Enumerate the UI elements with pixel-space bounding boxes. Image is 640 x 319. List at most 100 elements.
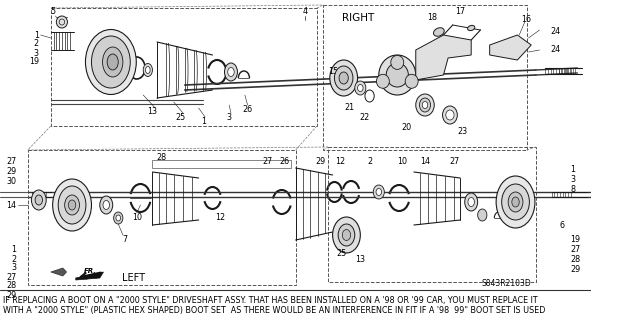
Ellipse shape <box>468 197 474 206</box>
Circle shape <box>56 16 67 28</box>
Ellipse shape <box>333 217 360 253</box>
Text: FR.: FR. <box>84 268 97 274</box>
Text: WITH A "2000 STYLE" (PLASTIC HEX SHAPED) BOOT SET  AS THERE WOULD BE AN INTERFER: WITH A "2000 STYLE" (PLASTIC HEX SHAPED)… <box>3 306 545 315</box>
Text: 13: 13 <box>355 256 365 264</box>
Text: 22: 22 <box>360 114 370 122</box>
Text: 29: 29 <box>570 265 580 275</box>
Text: 24: 24 <box>550 27 561 36</box>
Ellipse shape <box>143 63 152 77</box>
Text: 3: 3 <box>570 175 575 184</box>
Text: 28: 28 <box>6 281 17 291</box>
Ellipse shape <box>31 190 46 210</box>
Text: 29: 29 <box>6 167 17 176</box>
Circle shape <box>379 55 416 95</box>
Text: 26: 26 <box>280 158 290 167</box>
Circle shape <box>405 74 418 88</box>
Ellipse shape <box>100 196 113 214</box>
Ellipse shape <box>355 81 366 95</box>
Text: 14: 14 <box>420 158 430 167</box>
Bar <box>28 150 296 285</box>
Ellipse shape <box>52 179 92 231</box>
Ellipse shape <box>502 184 529 220</box>
Text: RIGHT: RIGHT <box>342 13 374 23</box>
Text: 10: 10 <box>132 213 141 222</box>
Ellipse shape <box>419 98 431 112</box>
Polygon shape <box>490 35 531 60</box>
Ellipse shape <box>416 94 434 116</box>
Text: IF REPLACING A BOOT ON A "2000 STYLE" DRIVESHAFT ASSY. THAT HAS BEEN INSTALLED O: IF REPLACING A BOOT ON A "2000 STYLE" DR… <box>3 296 538 305</box>
Bar <box>328 147 536 282</box>
Text: 2: 2 <box>34 40 39 48</box>
Text: 29: 29 <box>316 158 326 167</box>
Text: 12: 12 <box>335 158 345 167</box>
Ellipse shape <box>446 110 454 120</box>
Bar <box>152 160 291 168</box>
Text: 19: 19 <box>29 57 39 66</box>
Ellipse shape <box>35 195 42 205</box>
Ellipse shape <box>103 201 109 210</box>
Polygon shape <box>76 272 104 280</box>
Ellipse shape <box>477 209 487 221</box>
Ellipse shape <box>358 85 363 92</box>
Text: 3: 3 <box>34 48 39 57</box>
Text: 17: 17 <box>455 8 465 17</box>
Ellipse shape <box>330 60 358 96</box>
Text: 10: 10 <box>397 158 407 167</box>
Text: 3: 3 <box>12 263 17 272</box>
Text: 7: 7 <box>122 235 127 244</box>
Ellipse shape <box>465 193 477 211</box>
Circle shape <box>391 56 404 70</box>
Polygon shape <box>51 268 67 276</box>
Text: 3: 3 <box>227 114 232 122</box>
Ellipse shape <box>116 215 120 221</box>
Ellipse shape <box>68 200 76 210</box>
Text: 12: 12 <box>215 213 225 222</box>
Text: 25: 25 <box>337 249 347 257</box>
Text: 14: 14 <box>6 201 17 210</box>
Ellipse shape <box>92 36 131 88</box>
Text: 1: 1 <box>12 246 17 255</box>
Text: 27: 27 <box>6 158 17 167</box>
Text: S843R2103D: S843R2103D <box>481 278 531 287</box>
Ellipse shape <box>339 72 348 84</box>
Ellipse shape <box>65 195 79 215</box>
Ellipse shape <box>433 28 444 36</box>
Text: 1: 1 <box>201 117 205 127</box>
Ellipse shape <box>468 26 475 31</box>
Ellipse shape <box>338 224 355 246</box>
Text: 5: 5 <box>51 8 56 17</box>
Ellipse shape <box>422 101 428 108</box>
Bar <box>323 5 527 150</box>
Ellipse shape <box>86 29 136 94</box>
Text: 13: 13 <box>147 108 157 116</box>
Ellipse shape <box>58 186 86 224</box>
Ellipse shape <box>102 47 123 77</box>
Text: 1: 1 <box>34 31 39 40</box>
Text: LEFT: LEFT <box>122 273 145 283</box>
Ellipse shape <box>107 54 118 70</box>
Text: 27: 27 <box>570 246 580 255</box>
Ellipse shape <box>508 192 523 212</box>
Text: 20: 20 <box>401 123 412 132</box>
Ellipse shape <box>114 212 123 224</box>
Ellipse shape <box>228 68 234 77</box>
Ellipse shape <box>342 229 351 241</box>
Ellipse shape <box>225 63 237 81</box>
Bar <box>51 8 317 126</box>
Text: 21: 21 <box>344 103 355 113</box>
Text: 16: 16 <box>521 16 531 25</box>
Ellipse shape <box>335 66 353 90</box>
Text: 2: 2 <box>12 255 17 263</box>
Text: 8: 8 <box>570 186 575 195</box>
Text: 30: 30 <box>6 177 17 187</box>
Ellipse shape <box>373 185 385 199</box>
Text: 24: 24 <box>550 46 561 55</box>
Text: 1: 1 <box>570 166 575 174</box>
Text: 25: 25 <box>175 114 186 122</box>
Polygon shape <box>416 35 471 80</box>
Circle shape <box>376 74 389 88</box>
Ellipse shape <box>496 176 535 228</box>
Text: 4: 4 <box>302 8 307 17</box>
Text: 15: 15 <box>328 68 338 77</box>
Text: 6: 6 <box>559 220 564 229</box>
